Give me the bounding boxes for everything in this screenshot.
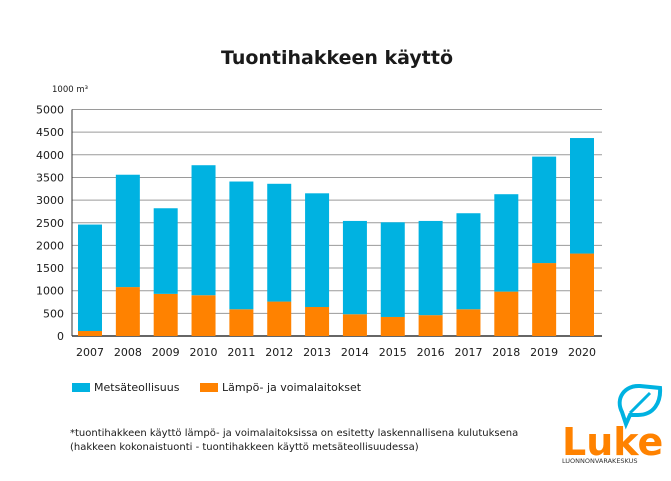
bar-2020-lampo — [570, 253, 594, 336]
x-tick-label: 2020 — [568, 346, 596, 359]
x-tick-labels: 2007 2008 2009 2010 2011 2012 2013 2014 2015 2016… — [76, 346, 596, 359]
y-tick-label: 4500 — [36, 126, 64, 139]
legend-label-lampo: Lämpö- ja voimalaitokset — [222, 381, 362, 394]
bar-2015-lampo — [380, 316, 405, 336]
chart-title: Tuontihakkeen käyttö — [221, 47, 453, 69]
bar-2019-lampo — [532, 263, 557, 336]
legend-swatch-lampo — [200, 383, 218, 392]
y-tick-label: 2500 — [36, 217, 64, 230]
footnote-line-2: (hakkeen kokonaistuonti - tuontihakkeen … — [70, 442, 419, 453]
legend-label-metsateollisuus: Metsäteollisuus — [94, 381, 180, 394]
x-tick-label: 2010 — [190, 346, 218, 359]
x-tick-label: 2017 — [454, 346, 482, 359]
bar-2013-metsateollisuus — [305, 193, 330, 308]
bar-2015-metsateollisuus — [380, 222, 405, 317]
bar-2014-metsateollisuus — [342, 220, 367, 315]
x-tick-label: 2015 — [379, 346, 407, 359]
bar-2011-metsateollisuus — [229, 181, 254, 310]
x-tick-label: 2007 — [76, 346, 104, 359]
bar-2017-metsateollisuus — [456, 213, 481, 310]
y-tick-label: 5000 — [36, 104, 64, 117]
y-tick-label: 0 — [57, 330, 64, 343]
y-tick-label: 500 — [43, 307, 64, 320]
luke-logo: Luke LUONNONVARAKESKUS — [562, 383, 663, 465]
bar-2017-lampo — [456, 309, 481, 336]
x-tick-label: 2013 — [303, 346, 331, 359]
x-tick-label: 2016 — [417, 346, 445, 359]
footnote-line-1: *tuontihakkeen käyttö lämpö- ja voimalai… — [70, 428, 518, 439]
bar-2009-lampo — [153, 293, 178, 336]
leaf-speech-bubble-icon — [617, 383, 663, 430]
y-tick-labels: 0 500 1000 1500 2000 2500 3000 3500 4000 4500 5000 — [36, 104, 64, 344]
bar-2009-metsateollisuus — [153, 208, 178, 294]
x-tick-label: 2011 — [227, 346, 255, 359]
bar-2012-metsateollisuus — [267, 183, 292, 302]
y-tick-label: 4000 — [36, 149, 64, 162]
logo-subtitle: LUONNONVARAKESKUS — [562, 457, 638, 465]
bar-2010-lampo — [191, 295, 216, 336]
x-tick-label: 2019 — [530, 346, 558, 359]
gridlines — [71, 109, 602, 337]
bar-2013-lampo — [305, 307, 330, 336]
bar-2016-metsateollisuus — [418, 220, 443, 316]
x-tick-label: 2018 — [492, 346, 520, 359]
y-axis-unit: 1000 m³ — [52, 85, 88, 95]
bar-2008-lampo — [115, 287, 140, 336]
legend: Metsäteollisuus Lämpö- ja voimalaitokset — [72, 381, 362, 394]
bar-2011-lampo — [229, 309, 254, 336]
bar-2012-lampo — [267, 301, 292, 336]
y-tick-label: 1500 — [36, 262, 64, 275]
bar-2007-metsateollisuus — [78, 224, 102, 332]
bars — [78, 138, 594, 336]
x-tick-label: 2012 — [265, 346, 293, 359]
legend-swatch-metsateollisuus — [72, 383, 90, 392]
bar-2019-metsateollisuus — [532, 156, 557, 264]
bar-2016-lampo — [418, 315, 443, 336]
bar-2010-metsateollisuus — [191, 165, 216, 296]
bar-2020-metsateollisuus — [570, 138, 594, 254]
x-tick-label: 2008 — [114, 346, 142, 359]
bar-2008-metsateollisuus — [115, 174, 140, 288]
bar-2007-lampo — [78, 331, 102, 336]
y-tick-label: 2000 — [36, 239, 64, 252]
x-tick-label: 2009 — [152, 346, 180, 359]
y-tick-label: 3500 — [36, 171, 64, 184]
bar-2018-lampo — [494, 291, 519, 336]
logo-text: Luke — [562, 420, 663, 464]
bar-2014-lampo — [342, 314, 367, 336]
x-tick-label: 2014 — [341, 346, 369, 359]
y-tick-label: 3000 — [36, 194, 64, 207]
y-tick-label: 1000 — [36, 285, 64, 298]
bar-2018-metsateollisuus — [494, 194, 519, 292]
